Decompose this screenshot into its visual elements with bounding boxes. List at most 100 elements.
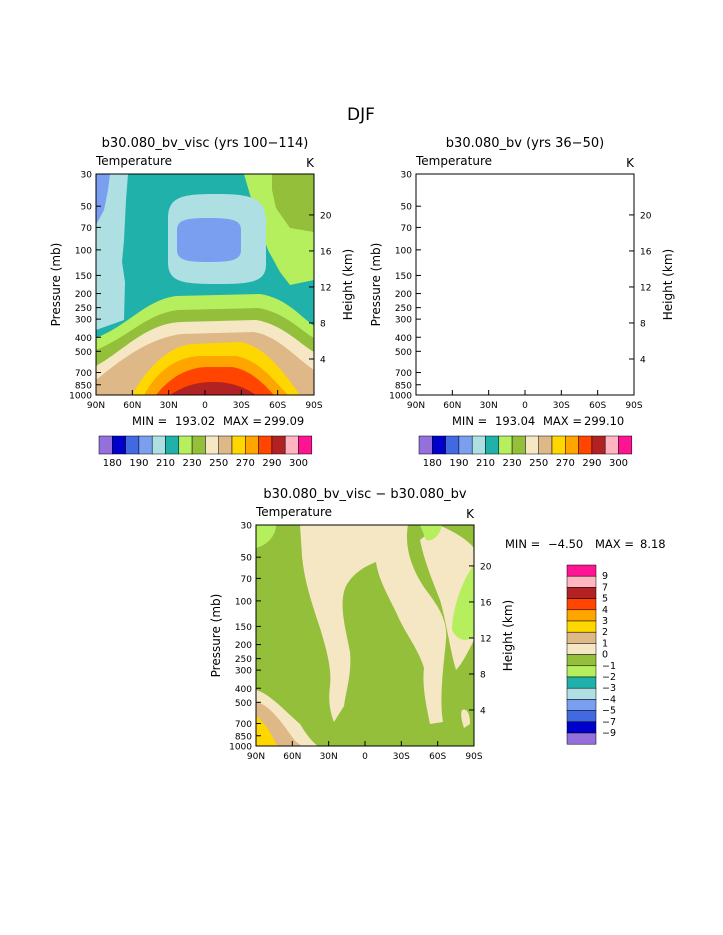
panel-diff-max-label: MAX =: [595, 537, 634, 551]
panel-diff-min-label: MIN =: [505, 537, 540, 551]
y-axis-title: Pressure (mb): [49, 243, 63, 327]
height-tick-label: 16: [640, 247, 652, 257]
height-tick-label: 20: [320, 211, 332, 221]
diff-fill-sh-surface-2: [461, 709, 470, 728]
colorbar-label: 230: [183, 458, 202, 469]
pressure-tick-label: 50: [81, 203, 93, 213]
panel-visc-contours: [96, 174, 314, 395]
legend-swatch: [566, 721, 597, 734]
legend-label: 3: [602, 616, 608, 627]
height-tick-label: 4: [640, 355, 646, 365]
pressure-tick-label: 300: [395, 316, 412, 326]
legend-label: −9: [602, 728, 616, 739]
y2-axis-title: Height (km): [341, 249, 355, 320]
colorbar-label: 250: [529, 458, 548, 469]
height-tick-label: 12: [640, 283, 651, 293]
pressure-tick-label: 300: [235, 667, 252, 677]
panel-diff-min: −4.50: [548, 537, 583, 551]
contour-fill-280: [464, 356, 608, 395]
contour-fill-285: [476, 367, 594, 395]
panel-bv-variable: Temperature: [415, 154, 492, 168]
pressure-tick-label: 1000: [69, 392, 92, 402]
colorbar-label: 190: [129, 458, 148, 469]
height-tick-label: 20: [640, 211, 652, 221]
height-tick-label: 12: [320, 283, 331, 293]
colorbar-swatch: [258, 435, 273, 455]
pressure-tick-label: 50: [401, 203, 413, 213]
diff-fill-minus2-pole: [420, 525, 442, 541]
colorbar-swatch: [591, 435, 606, 455]
contour-fill-nh-cold: [416, 174, 448, 330]
pressure-tick-label: 500: [235, 699, 252, 709]
pressure-tick-label: 850: [235, 732, 252, 742]
colorbar-swatch: [458, 435, 473, 455]
legend-label: 1: [602, 638, 608, 649]
pressure-tick-label: 850: [75, 381, 92, 391]
pressure-tick-label: 1000: [229, 743, 252, 753]
panel-diff: b30.080_bv_visc − b30.080_bv Temperature…: [209, 487, 666, 762]
panel-visc-min-label: MIN =: [132, 414, 167, 428]
latitude-tick-label: 0: [522, 401, 528, 411]
latitude-tick-label: 60S: [589, 401, 606, 411]
diff-fill-nh-plus2: [256, 716, 278, 746]
legend-label: 5: [602, 594, 608, 605]
panel-diff-units: K: [466, 507, 475, 521]
colorbar-label: 250: [209, 458, 228, 469]
legend-label: −3: [602, 683, 616, 694]
panel-bv-units: K: [626, 156, 635, 170]
pressure-tick-label: 700: [395, 369, 412, 379]
contour-fill-230: [416, 294, 634, 395]
contour-fill-270: [452, 342, 620, 395]
pressure-tick-label: 100: [395, 246, 412, 256]
y-axis-title: Pressure (mb): [369, 243, 383, 327]
panel-bv: b30.080_bv (yrs 36−50) Temperature K 30 5…: [369, 136, 675, 469]
latitude-tick-label: 60S: [429, 752, 446, 762]
pressure-tick-label: 500: [75, 348, 92, 358]
pressure-tick-label: 70: [401, 224, 413, 234]
height-tick-label: 4: [320, 355, 326, 365]
colorbar-swatch: [485, 435, 500, 455]
legend-swatch: [566, 575, 597, 588]
colorbar-swatch: [511, 435, 526, 455]
height-tick-label: 16: [480, 598, 492, 608]
panel-diff-variable: Temperature: [255, 505, 332, 519]
pressure-tick-label: 150: [75, 272, 92, 282]
pressure-tick-label: 200: [395, 290, 412, 300]
colorbar-swatch: [618, 435, 633, 455]
colorbar-swatch: [165, 435, 180, 455]
latitude-tick-label: 0: [362, 752, 368, 762]
legend-label: 9: [602, 571, 608, 582]
colorbar-swatch: [432, 435, 446, 455]
colorbar-swatch: [498, 435, 513, 455]
panel-visc: b30.080_bv_visc (yrs 100−114) Temperatur…: [49, 136, 355, 469]
latitude-tick-label: 60S: [269, 401, 286, 411]
panel-diff-max: 8.18: [640, 537, 666, 551]
colorbar-swatch: [98, 435, 113, 455]
colorbar-label: 210: [156, 458, 175, 469]
contour-fill-nh-coldest: [96, 174, 110, 225]
legend-swatch: [566, 665, 597, 678]
height-tick-label: 20: [480, 562, 492, 572]
colorbar-swatch: [218, 435, 233, 455]
legend-label: −4: [602, 694, 616, 705]
panel-visc-units: K: [306, 156, 315, 170]
diff-fill-zero-band: [300, 525, 447, 724]
pressure-tick-label: 850: [395, 381, 412, 391]
diff-fill-minus2-top: [256, 525, 276, 548]
latitude-tick-label: 30N: [480, 401, 498, 411]
colorbar-swatch: [178, 435, 193, 455]
contour-fill-290: [490, 382, 576, 395]
panel-diff-contours: [256, 525, 474, 746]
contour-fill-trop-cold: [488, 194, 586, 284]
colorbar-swatch: [418, 435, 433, 455]
contour-fill-sh-warm: [564, 174, 634, 285]
latitude-tick-label: 90N: [247, 752, 265, 762]
colorbar-label: 300: [609, 458, 628, 469]
panel-visc-colorbar: 180 190 210 230 250 270 290 300: [98, 435, 313, 469]
y-axis-title: Pressure (mb): [209, 594, 223, 678]
colorbar-swatch: [125, 435, 140, 455]
pressure-tick-label: 400: [235, 685, 252, 695]
legend-swatch: [566, 587, 597, 599]
